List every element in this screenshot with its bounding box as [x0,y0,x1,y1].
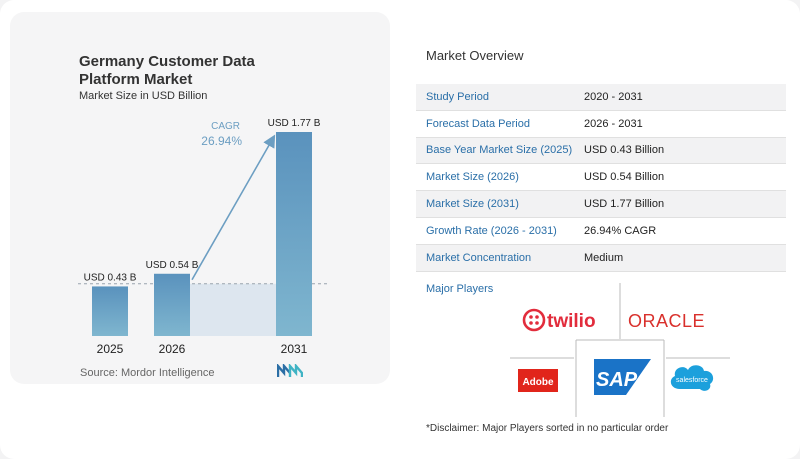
adobe-logo: Adobe [518,369,558,392]
x-tick-2031: 2031 [281,342,308,356]
overview-value: 26.94% CAGR [584,224,657,237]
overview-row: Growth Rate (2026 - 2031) 26.94% CAGR [416,218,786,245]
value-label-2026: USD 0.54 B [146,260,199,271]
value-labels-group: USD 0.43 B USD 0.54 B USD 1.77 B [84,118,321,283]
overview-row: Forecast Data Period 2026 - 2031 [416,111,786,138]
sap-logo-text: SAP [596,369,638,391]
bar-2031 [276,132,312,336]
overview-row: Study Period 2020 - 2031 [416,84,786,111]
overview-label: Forecast Data Period [426,117,530,130]
bar-2025 [92,286,128,336]
adobe-logo-text: Adobe [522,377,554,388]
overview-value: 2026 - 2031 [584,117,643,130]
salesforce-logo-text: salesforce [676,377,708,384]
major-players-grid: twilio ORACLE Adobe SAP salesforce [510,283,730,417]
cagr-value: 26.94% [201,134,242,148]
overview-value: Medium [584,251,624,264]
growth-shaded-region [190,283,276,336]
overview-label: Growth Rate (2026 - 2031) [426,224,557,237]
major-players-title: Major Players [426,283,494,295]
oracle-logo: ORACLE [628,311,705,331]
chart-title: Germany Customer Data Platform Market [79,53,255,88]
overview-table: Study Period 2020 - 2031 Forecast Data Pe… [416,84,786,272]
bar-2026 [154,273,190,336]
value-label-2025: USD 0.43 B [84,272,137,283]
source-text: Source: Mordor Intelligence [80,367,215,379]
x-tick-labels-group: 2025 2026 2031 [97,342,308,356]
overview-label: Market Concentration [426,251,532,264]
x-tick-2026: 2026 [159,342,186,356]
twilio-logo: twilio [522,308,596,332]
cagr-label: CAGR [211,121,240,132]
value-label-2031: USD 1.77 B [268,118,321,129]
overview-label: Market Size (2026) [426,171,519,184]
overview-value: 2020 - 2031 [584,90,643,103]
sap-logo: SAP [594,359,651,395]
twilio-logo-text: twilio [547,311,596,332]
overview-row: Market Size (2026) USD 0.54 Billion [416,164,786,192]
overview-row: Market Concentration Medium [416,244,786,272]
chart-subtitle: Market Size in USD Billion [79,90,208,102]
overview-value: USD 0.54 Billion [584,171,665,184]
bars-group [92,132,312,336]
mordor-intelligence-logo [277,364,303,377]
salesforce-logo: salesforce [670,365,714,391]
x-tick-2025: 2025 [97,342,124,356]
disclaimer-text: *Disclaimer: Major Players sorted in no … [426,423,669,434]
overview-row: Base Year Market Size (2025) USD 0.43 Bil… [416,137,786,165]
overview-value: USD 1.77 Billion [584,198,665,211]
overview-row: Market Size (2031) USD 1.77 Billion [416,191,786,218]
overview-value: USD 0.43 Billion [584,144,665,157]
overview-title: Market Overview [426,48,524,63]
overview-label: Base Year Market Size (2025) [426,144,573,157]
overview-label: Study Period [426,90,489,103]
cagr-arrow [191,134,276,281]
overview-label: Market Size (2031) [426,198,519,211]
